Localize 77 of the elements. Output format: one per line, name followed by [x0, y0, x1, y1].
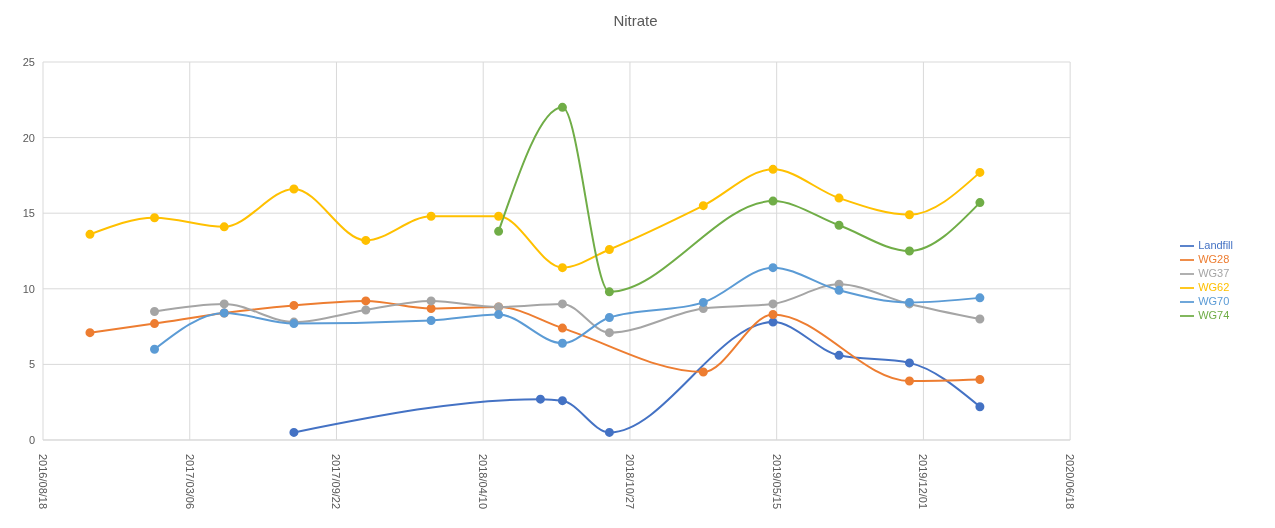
point: [494, 226, 504, 236]
point: [150, 344, 160, 354]
x-tick-label: 2019/12/01: [917, 454, 930, 510]
point: [150, 319, 160, 329]
point: [604, 313, 614, 323]
point: [494, 211, 504, 221]
x-tick-label: 2018/04/10: [477, 454, 490, 510]
point: [557, 338, 567, 348]
point: [289, 300, 299, 310]
point: [904, 246, 914, 256]
y-tick-label: 10: [22, 282, 35, 295]
chart-title: Nitrate: [612, 11, 659, 31]
point: [604, 328, 614, 338]
point: [426, 211, 436, 221]
point: [219, 222, 229, 232]
point: [604, 244, 614, 254]
point: [975, 375, 985, 385]
legend-label: Landfill: [1198, 238, 1233, 251]
point: [557, 299, 567, 309]
point: [698, 367, 708, 377]
point: [361, 235, 371, 245]
point: [768, 164, 778, 174]
point: [426, 296, 436, 306]
point: [975, 167, 985, 177]
y-tick-label: 5: [28, 358, 35, 371]
y-tick-label: 20: [22, 131, 35, 144]
x-tick-label: 2017/09/22: [330, 454, 343, 510]
point: [834, 193, 844, 203]
point: [604, 287, 614, 297]
point: [361, 305, 371, 315]
point: [361, 296, 371, 306]
point: [768, 310, 778, 319]
legend-label: WG37: [1198, 266, 1230, 279]
point: [289, 427, 299, 437]
legend-label: WG74: [1198, 309, 1230, 322]
point: [768, 317, 778, 327]
x-tick-label: 2019/05/15: [770, 454, 783, 510]
y-tick-label: 0: [28, 433, 35, 446]
point: [426, 316, 436, 326]
point: [557, 396, 567, 406]
point: [85, 229, 95, 239]
point: [557, 102, 567, 112]
point: [975, 314, 985, 324]
point: [557, 323, 567, 333]
point: [975, 293, 985, 303]
y-tick-label: 25: [22, 55, 35, 68]
x-tick-label: 2017/03/06: [183, 454, 196, 510]
point: [834, 285, 844, 295]
x-tick-label: 2020/06/18: [1064, 454, 1077, 510]
point: [85, 328, 95, 338]
point: [150, 306, 160, 316]
point: [768, 263, 778, 273]
legend-label: WG70: [1198, 295, 1230, 308]
point: [768, 196, 778, 206]
point: [975, 402, 985, 412]
point: [150, 213, 160, 223]
point: [494, 310, 504, 319]
point: [604, 427, 614, 437]
point: [426, 303, 436, 313]
point: [557, 263, 567, 273]
point: [535, 394, 545, 404]
point: [904, 210, 914, 220]
point: [834, 220, 844, 230]
legend-label: WG62: [1198, 281, 1230, 293]
point: [975, 198, 985, 208]
point: [289, 184, 299, 194]
x-tick-label: 2016/08/18: [37, 454, 49, 510]
legend-label: WG28: [1198, 252, 1230, 265]
point: [698, 297, 708, 307]
x-tick-label: 2018/10/27: [623, 454, 636, 510]
y-tick-label: 15: [22, 207, 35, 220]
point: [219, 299, 229, 309]
point: [698, 201, 708, 211]
point: [904, 376, 914, 386]
point: [768, 299, 778, 309]
point: [904, 358, 914, 368]
point: [834, 350, 844, 360]
